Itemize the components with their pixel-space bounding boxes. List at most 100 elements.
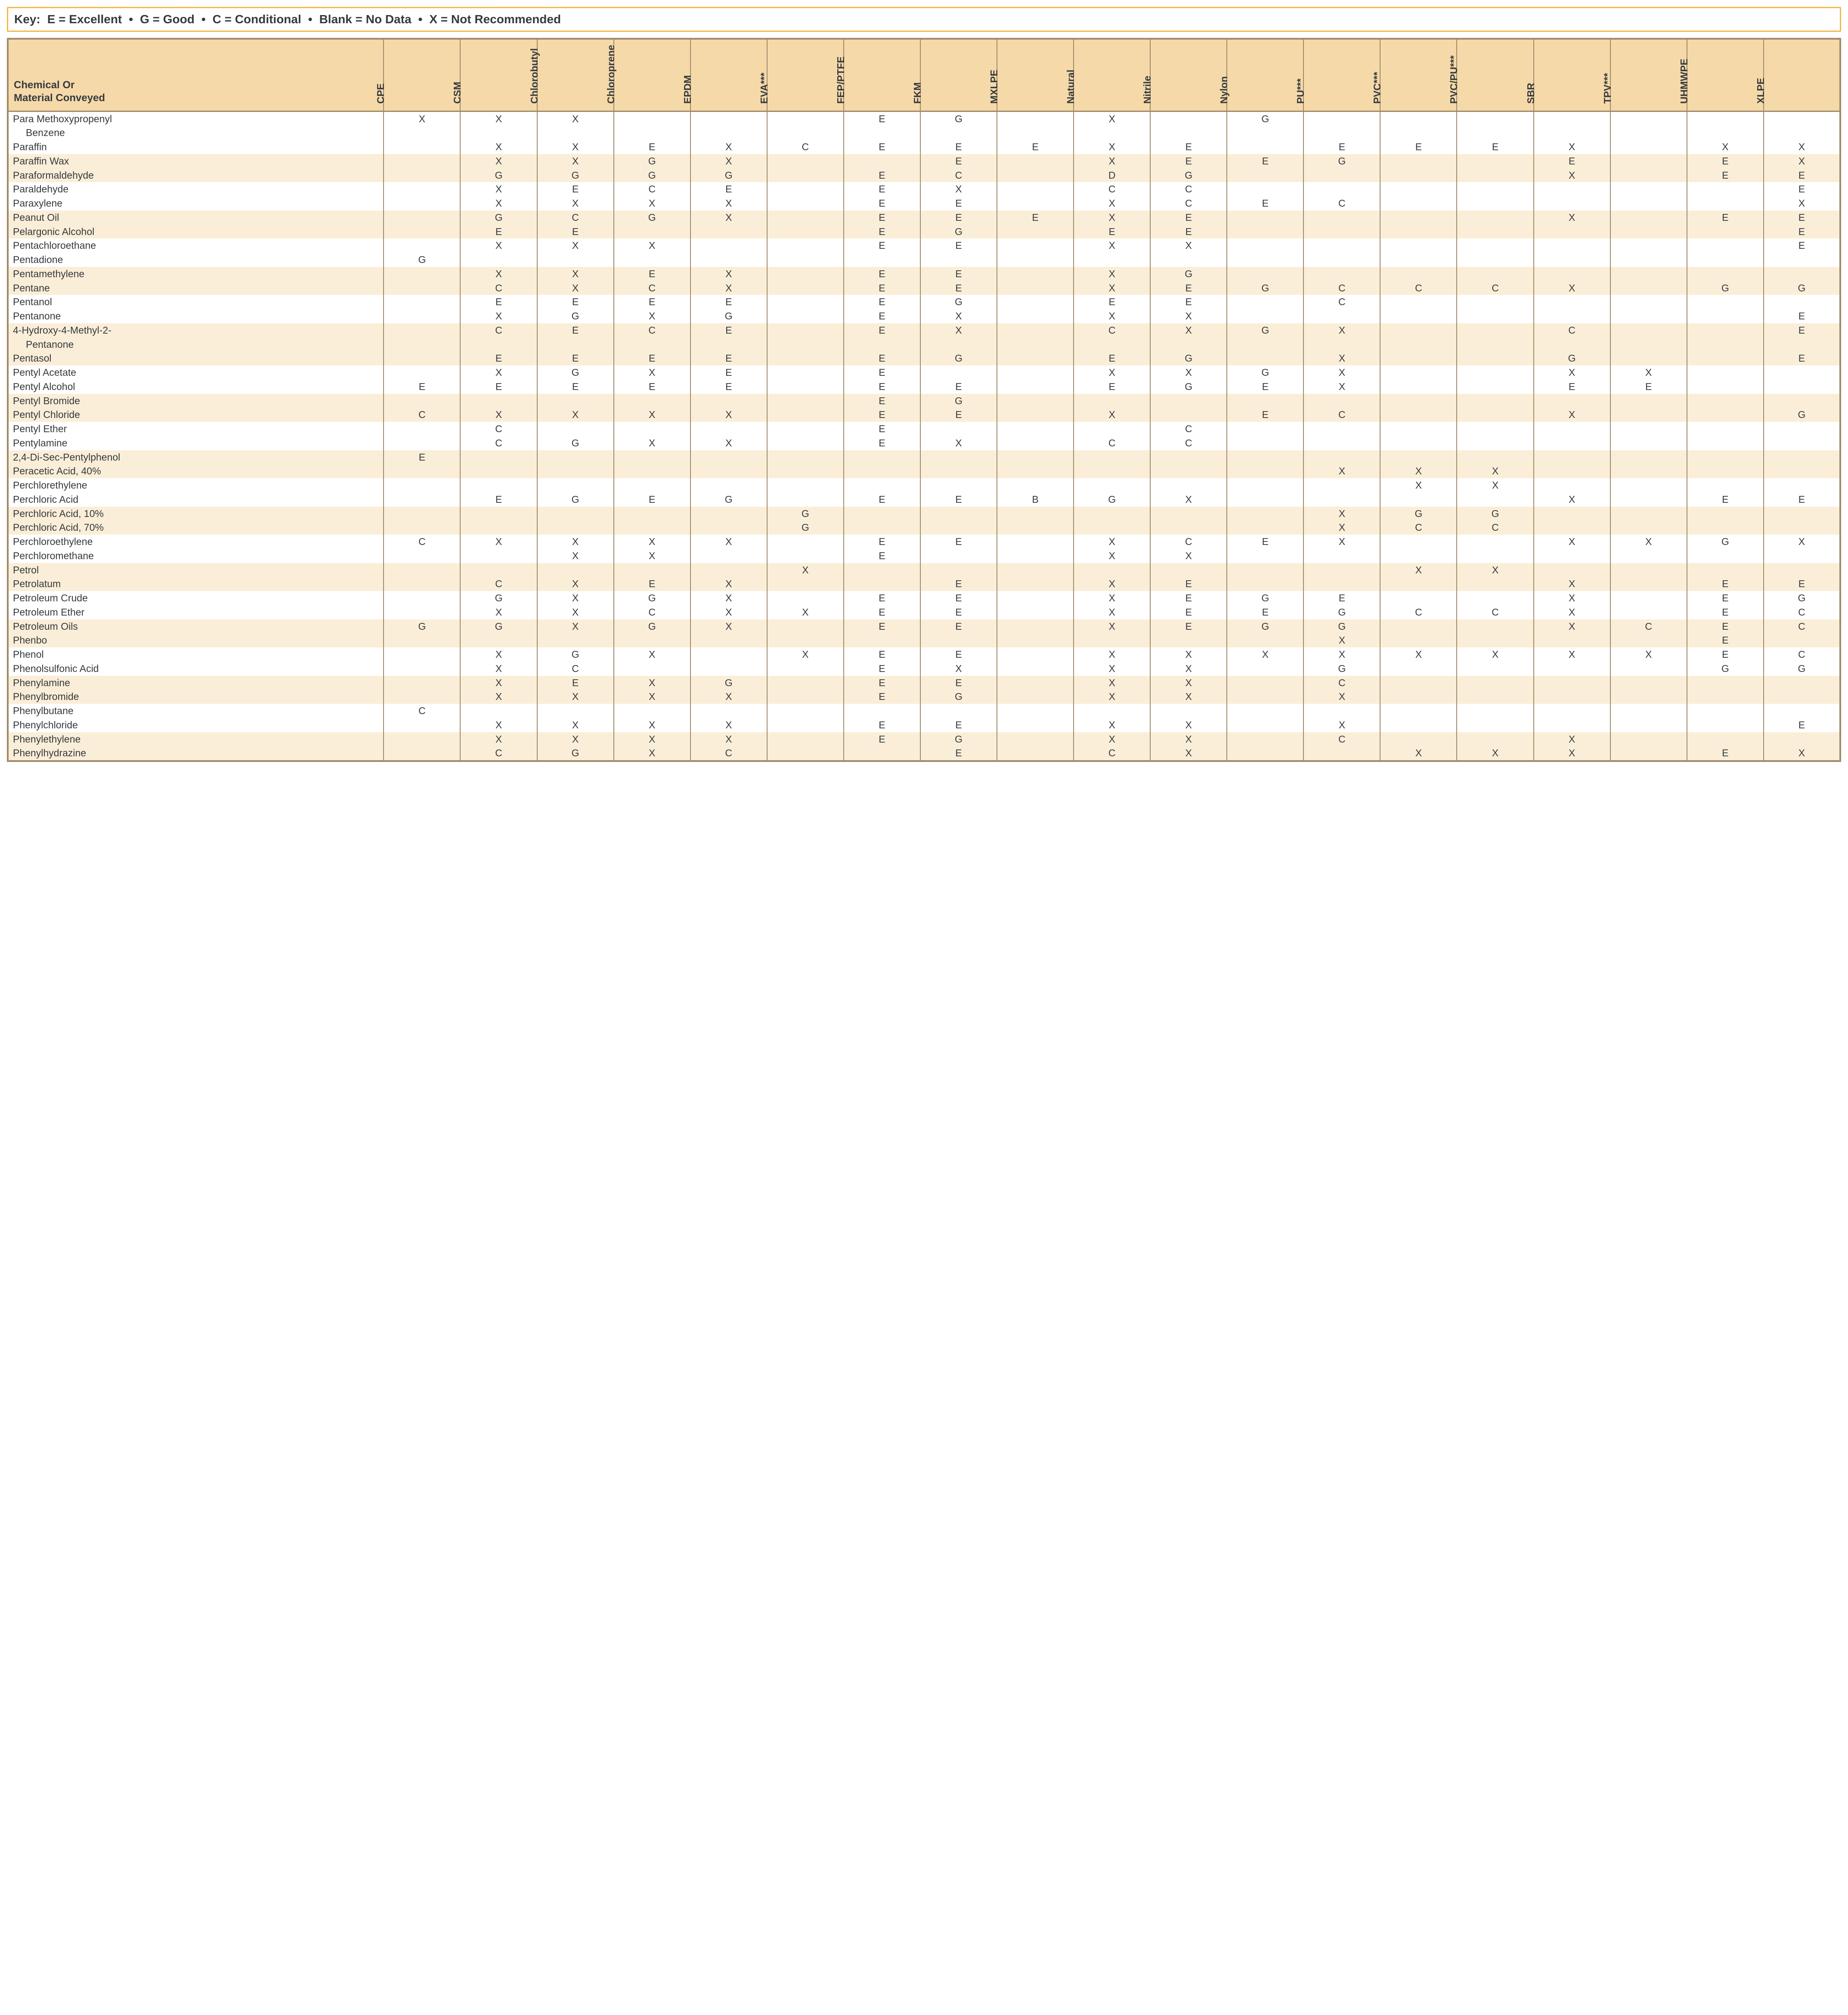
- rating-cell: X: [1457, 746, 1533, 761]
- rating-cell: [690, 662, 767, 676]
- table-row: PerchlorethyleneXX: [8, 478, 1840, 492]
- rating-cell: [690, 520, 767, 535]
- rating-cell: [614, 450, 690, 464]
- chemical-name: Pentyl Alcohol: [8, 380, 384, 394]
- rating-cell: [384, 563, 460, 577]
- rating-cell: [767, 676, 844, 690]
- table-row: PhenboXE: [8, 633, 1840, 647]
- rating-cell: E: [460, 351, 537, 365]
- rating-cell: [1534, 394, 1610, 408]
- rating-cell: E: [920, 718, 997, 732]
- rating-cell: [690, 337, 767, 352]
- rating-cell: [767, 253, 844, 267]
- rating-cell: C: [1303, 408, 1380, 422]
- rating-cell: X: [1074, 535, 1150, 549]
- rating-cell: C: [1074, 182, 1150, 196]
- rating-cell: X: [1380, 647, 1457, 662]
- rating-cell: [767, 309, 844, 323]
- rating-cell: G: [1227, 619, 1303, 634]
- rating-cell: [460, 450, 537, 464]
- rating-cell: [1457, 422, 1533, 436]
- rating-cell: [1227, 422, 1303, 436]
- rating-cell: E: [844, 295, 920, 309]
- rating-cell: [767, 690, 844, 704]
- rating-cell: E: [920, 605, 997, 619]
- rating-cell: [1534, 225, 1610, 239]
- rating-cell: [1610, 337, 1687, 352]
- rating-cell: E: [1687, 605, 1764, 619]
- rating-cell: X: [460, 309, 537, 323]
- rating-cell: [844, 520, 920, 535]
- rating-cell: C: [1074, 746, 1150, 761]
- rating-cell: [614, 225, 690, 239]
- rating-cell: [1150, 478, 1227, 492]
- rating-cell: [1764, 267, 1840, 281]
- rating-cell: E: [1150, 225, 1227, 239]
- rating-cell: [1457, 365, 1533, 380]
- chemical-name: Phenylchloride: [8, 718, 384, 732]
- rating-cell: [690, 450, 767, 464]
- rating-cell: E: [844, 323, 920, 337]
- rating-cell: [1687, 704, 1764, 718]
- rating-cell: [1687, 732, 1764, 746]
- rating-cell: E: [460, 225, 537, 239]
- rating-cell: [1227, 394, 1303, 408]
- rating-cell: [1687, 478, 1764, 492]
- rating-cell: E: [920, 281, 997, 295]
- rating-cell: [384, 337, 460, 352]
- rating-cell: G: [767, 507, 844, 521]
- rating-cell: [1303, 337, 1380, 352]
- rating-cell: C: [384, 704, 460, 718]
- rating-cell: [1380, 253, 1457, 267]
- rating-cell: E: [844, 591, 920, 605]
- rating-cell: E: [920, 210, 997, 225]
- material-header-label: PVC/PU***: [1448, 95, 1460, 104]
- rating-cell: [1380, 295, 1457, 309]
- rating-cell: X: [1457, 563, 1533, 577]
- rating-cell: [690, 111, 767, 126]
- rating-cell: [384, 746, 460, 761]
- rating-cell: [1687, 422, 1764, 436]
- rating-cell: [920, 507, 997, 521]
- rating-cell: E: [1687, 619, 1764, 634]
- rating-cell: [460, 520, 537, 535]
- rating-cell: E: [1227, 605, 1303, 619]
- rating-cell: X: [537, 591, 614, 605]
- chemical-name: Phenylbutane: [8, 704, 384, 718]
- rating-cell: E: [844, 225, 920, 239]
- rating-cell: [997, 676, 1074, 690]
- rating-cell: [1227, 520, 1303, 535]
- rating-cell: [1303, 704, 1380, 718]
- rating-cell: [1380, 422, 1457, 436]
- rating-cell: [614, 520, 690, 535]
- rating-cell: G: [1687, 281, 1764, 295]
- rating-cell: [1687, 196, 1764, 210]
- rating-cell: [1380, 267, 1457, 281]
- rating-cell: G: [690, 168, 767, 183]
- rating-cell: X: [1150, 323, 1227, 337]
- rating-cell: X: [537, 140, 614, 154]
- rating-cell: X: [1303, 507, 1380, 521]
- rating-cell: [767, 267, 844, 281]
- rating-cell: [537, 464, 614, 478]
- rating-cell: [1380, 591, 1457, 605]
- rating-cell: E: [1764, 210, 1840, 225]
- rating-cell: [384, 507, 460, 521]
- rating-cell: X: [614, 549, 690, 563]
- key-item: C = Conditional: [213, 12, 301, 26]
- rating-cell: [384, 182, 460, 196]
- rating-cell: [767, 196, 844, 210]
- rating-cell: [997, 267, 1074, 281]
- rating-cell: [1534, 295, 1610, 309]
- rating-cell: [1303, 549, 1380, 563]
- rating-cell: X: [690, 591, 767, 605]
- rating-cell: [767, 337, 844, 352]
- rating-cell: [997, 281, 1074, 295]
- rating-cell: [1457, 337, 1533, 352]
- rating-cell: [997, 619, 1074, 634]
- rating-cell: E: [537, 380, 614, 394]
- rating-cell: X: [537, 732, 614, 746]
- rating-cell: E: [920, 577, 997, 591]
- material-header: SBR: [1534, 39, 1610, 111]
- table-row: PhenylamineXEXGEEXXC: [8, 676, 1840, 690]
